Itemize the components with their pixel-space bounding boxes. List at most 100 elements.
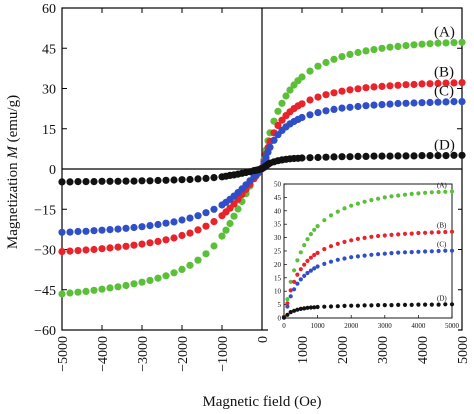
data-point	[362, 152, 370, 160]
data-point	[90, 227, 98, 235]
data-point	[162, 219, 170, 227]
x-tick-label: 3000	[376, 336, 391, 364]
inset-data-point	[423, 302, 428, 307]
data-point	[322, 153, 330, 161]
inset-data-point	[328, 304, 334, 309]
data-point	[106, 284, 114, 292]
data-point	[66, 178, 74, 186]
data-point	[130, 241, 138, 249]
inset-data-point	[298, 267, 303, 272]
data-point	[458, 151, 466, 159]
inset-data-point	[292, 279, 297, 284]
inset-data-point	[436, 189, 441, 195]
data-point	[146, 222, 154, 230]
data-point	[234, 205, 242, 213]
inset-data-point	[376, 196, 381, 201]
inset-data-point	[362, 199, 367, 204]
inset-data-point	[349, 203, 354, 208]
data-point	[230, 212, 238, 220]
inset-data-point	[281, 315, 287, 320]
inset-data-point	[285, 297, 290, 302]
data-point	[378, 82, 386, 90]
data-point	[270, 136, 278, 144]
y-tick-label: 15	[42, 123, 56, 138]
data-point	[298, 154, 306, 162]
data-point	[146, 276, 154, 284]
data-point	[82, 246, 90, 254]
data-point	[194, 226, 202, 234]
data-point	[402, 99, 410, 107]
inset-data-point	[389, 194, 394, 199]
data-point	[178, 231, 186, 240]
data-point	[154, 237, 162, 245]
data-point	[74, 288, 82, 296]
data-point	[346, 153, 354, 161]
inset-data-point	[355, 254, 360, 259]
inset-data-point	[369, 303, 374, 308]
data-point	[418, 152, 426, 160]
data-point	[186, 214, 194, 222]
inset-data-point	[349, 255, 354, 260]
inset-data-point	[355, 201, 360, 206]
inset-y-tick-label: 25	[274, 248, 282, 256]
inset-data-point	[449, 248, 455, 253]
data-point	[410, 152, 418, 160]
data-point	[82, 287, 90, 295]
data-point	[58, 248, 66, 256]
data-point	[458, 98, 466, 106]
series-label-b: (B)	[434, 65, 454, 81]
y-axis-label-suffix: (emu/g)	[5, 95, 21, 146]
inset-x-tick-label: 5000	[445, 322, 460, 330]
data-point	[74, 247, 82, 255]
data-point	[114, 283, 122, 291]
data-point	[130, 280, 138, 288]
data-point	[274, 121, 282, 130]
inset-data-point	[322, 218, 327, 223]
data-point	[362, 47, 370, 55]
inset-y-tick-label: 35	[274, 221, 282, 229]
series-label-a: (A)	[434, 24, 455, 40]
inset-data-point	[376, 233, 381, 239]
inset-data-point	[312, 305, 317, 310]
data-point	[354, 48, 362, 57]
series-c	[58, 98, 466, 236]
inset-data-point	[369, 198, 374, 203]
inset-x-tick-label: 0	[282, 322, 286, 330]
inset-data-point	[449, 189, 455, 194]
data-point	[138, 278, 146, 286]
data-point	[74, 178, 82, 186]
inset-data-point	[436, 302, 441, 307]
inset-data-point	[285, 304, 290, 309]
inset-data-point	[312, 266, 317, 271]
inset-data-point	[342, 303, 347, 308]
data-point	[330, 153, 338, 161]
y-axis-label-prefix: Magnetization	[5, 159, 21, 249]
data-point	[402, 152, 410, 160]
data-point	[122, 281, 130, 290]
data-point	[218, 232, 226, 240]
data-point	[434, 152, 442, 160]
y-tick-label: −30	[34, 244, 56, 259]
inset-series-label-c: (C)	[437, 241, 447, 249]
data-point	[262, 153, 270, 162]
inset-data-point	[285, 312, 290, 317]
data-point	[186, 229, 194, 237]
data-point	[154, 176, 162, 185]
data-point	[354, 85, 362, 93]
data-point	[410, 99, 418, 107]
inset-data-point	[328, 244, 334, 249]
inset-data-point	[315, 224, 320, 229]
y-tick-label: −45	[34, 284, 56, 299]
data-point	[394, 42, 402, 51]
inset-data-point	[342, 256, 347, 261]
inset-data-point	[315, 250, 320, 255]
inset-x-tick-label: 2000	[344, 322, 359, 330]
data-point	[410, 41, 418, 49]
inset-data-point	[416, 249, 421, 254]
data-point	[122, 242, 130, 250]
y-tick-label: 60	[42, 2, 56, 17]
x-tick-label: 5000	[456, 336, 471, 364]
data-point	[378, 44, 386, 52]
series-d	[58, 151, 466, 186]
data-point	[314, 93, 322, 101]
